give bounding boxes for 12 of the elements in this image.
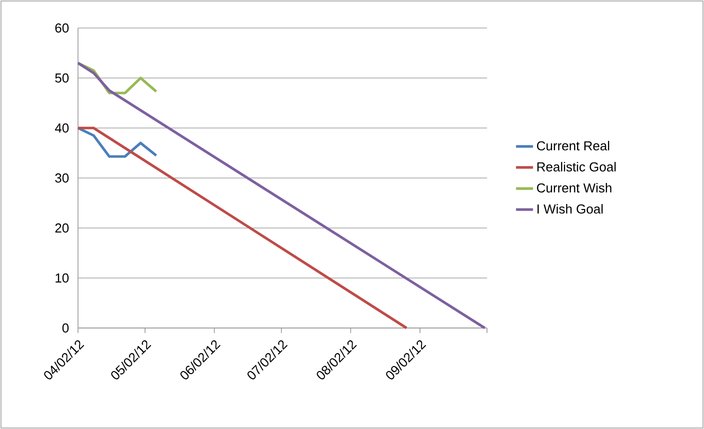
y-tick-label: 60 xyxy=(55,23,69,33)
legend-label: Current Wish xyxy=(536,182,612,193)
legend-label: I Wish Goal xyxy=(538,204,603,214)
y-tick-label: 10 xyxy=(56,273,69,283)
legend-label: Realistic Goal xyxy=(537,162,616,172)
y-tick-label: 30 xyxy=(55,173,69,183)
y-tick-label: 40 xyxy=(54,123,69,133)
y-tick-label: 50 xyxy=(55,73,69,83)
line-series xyxy=(76,126,158,158)
legend-label: Current Real xyxy=(536,140,610,150)
y-tick-label: 20 xyxy=(55,223,69,233)
y-tick-label: 0 xyxy=(62,323,69,333)
